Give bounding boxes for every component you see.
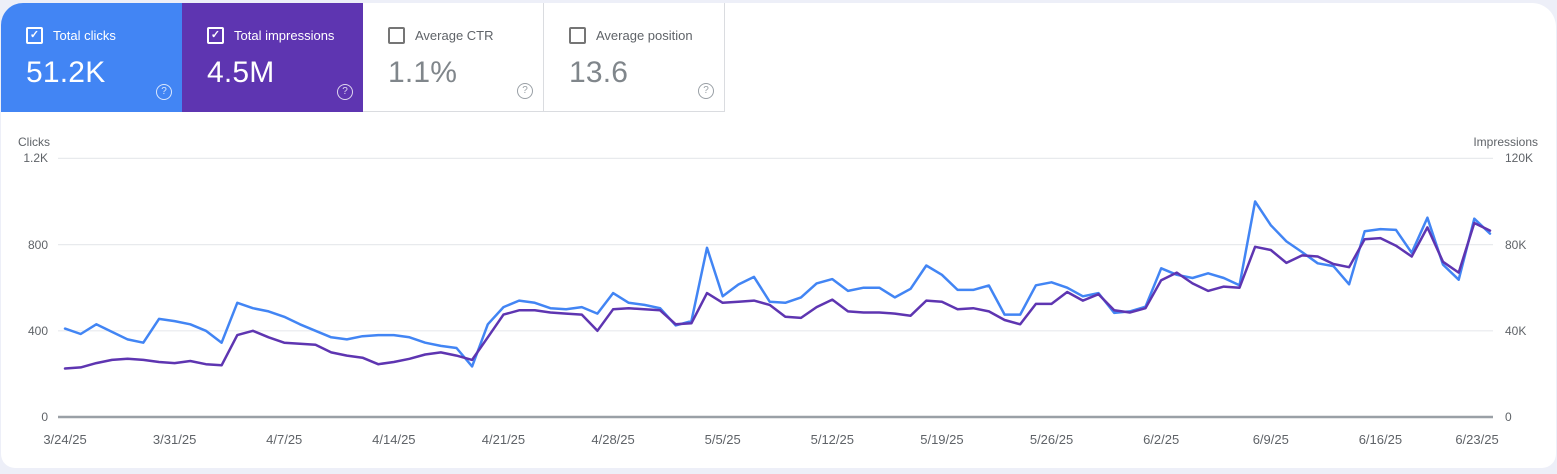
card-value: 51.2K (26, 56, 106, 89)
x-tick-label: 4/14/25 (372, 432, 416, 447)
help-icon[interactable] (337, 84, 353, 100)
card-value: 1.1% (388, 56, 458, 89)
x-tick-label: 6/16/25 (1358, 432, 1403, 447)
y-tick-label-right: 0 (1505, 410, 1512, 424)
card-value: 4.5M (207, 56, 275, 89)
metric-card-total-clicks[interactable]: Total clicks 51.2K (1, 3, 182, 112)
y-tick-label-right: 120K (1505, 151, 1534, 166)
metric-cards-row: Total clicks 51.2K Total impressions 4.5… (1, 3, 725, 112)
series-line-total-impressions (63, 221, 1492, 370)
card-label: Average position (596, 28, 693, 43)
y-tick-label-right: 80K (1505, 237, 1527, 252)
series-line-total-clicks (63, 200, 1492, 368)
x-tick-label: 3/31/25 (152, 432, 197, 447)
checkbox-icon[interactable] (26, 27, 43, 44)
x-tick-label: 5/12/25 (810, 432, 854, 447)
x-tick-label: 6/23/25 (1455, 432, 1499, 447)
x-tick-label: 5/19/25 (920, 432, 964, 447)
card-label: Total clicks (53, 28, 116, 43)
metric-card-average-ctr[interactable]: Average CTR 1.1% (363, 3, 544, 112)
card-header: Average position (569, 27, 724, 44)
help-icon[interactable] (517, 83, 533, 99)
metric-card-total-impressions[interactable]: Total impressions 4.5M (182, 3, 363, 112)
x-tick-label: 4/7/25 (266, 432, 303, 447)
x-tick-label: 5/5/25 (704, 432, 741, 447)
x-tick-label: 6/9/25 (1252, 432, 1289, 447)
x-tick-label: 5/26/25 (1029, 432, 1074, 447)
card-label: Average CTR (415, 28, 494, 43)
y-tick-label-left: 0 (41, 410, 48, 424)
y-tick-label-right: 40K (1505, 323, 1527, 338)
card-header: Average CTR (388, 27, 543, 44)
y-tick-label-left: 800 (27, 237, 48, 252)
metric-card-average-position[interactable]: Average position 13.6 (544, 3, 725, 112)
checkbox-icon[interactable] (388, 27, 405, 44)
x-tick-label: 4/28/25 (591, 432, 635, 447)
x-tick-label: 4/21/25 (481, 432, 526, 447)
card-value: 13.6 (569, 56, 629, 89)
checkbox-icon[interactable] (569, 27, 586, 44)
y-tick-label-left: 1.2K (23, 151, 48, 166)
x-tick-label: 3/24/25 (43, 432, 87, 447)
right-axis-title: Impressions (1473, 135, 1538, 149)
y-tick-label-left: 400 (27, 323, 48, 338)
help-icon[interactable] (156, 84, 172, 100)
card-header: Total clicks (26, 27, 182, 44)
left-axis-title: Clicks (18, 135, 50, 149)
card-label: Total impressions (234, 28, 335, 43)
checkbox-icon[interactable] (207, 27, 224, 44)
x-tick-label: 6/2/25 (1143, 432, 1180, 447)
card-header: Total impressions (207, 27, 363, 44)
help-icon[interactable] (698, 83, 714, 99)
